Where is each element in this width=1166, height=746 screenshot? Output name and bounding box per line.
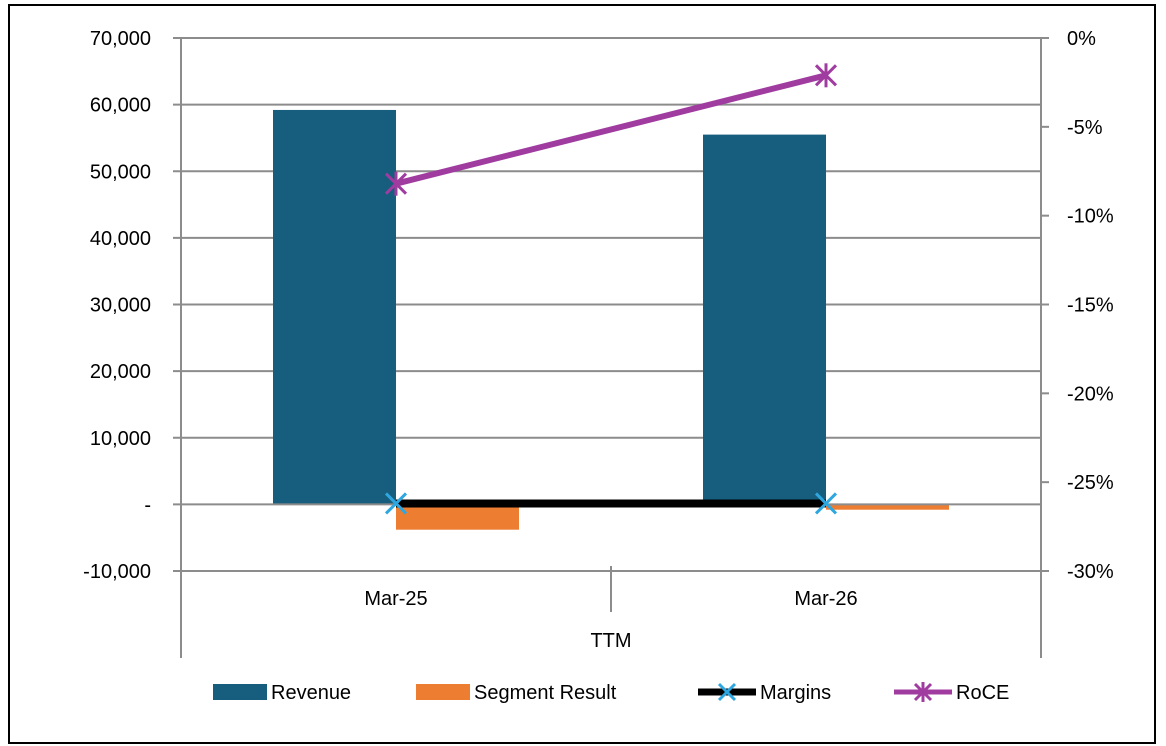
bar-revenue <box>273 109 396 505</box>
y-left-tick-label: 20,000 <box>90 361 151 383</box>
y-left-tick-label: 50,000 <box>90 161 151 183</box>
y-left-tick-label: - <box>144 494 151 516</box>
bar-revenue <box>703 134 826 505</box>
marker-roce <box>384 171 408 196</box>
marker-roce <box>814 63 838 88</box>
bar-segment-result <box>396 504 519 530</box>
axes-layer <box>173 37 1049 658</box>
y-right-tick-label: -30% <box>1067 561 1114 583</box>
legend-item-segment-result: Segment Result <box>416 682 617 704</box>
y-left-tick-label: 40,000 <box>90 228 151 250</box>
y-left-tick-label: -10,000 <box>83 561 151 583</box>
y-right-tick-label: -25% <box>1067 472 1114 494</box>
legend-marker <box>717 682 737 702</box>
legend-swatch <box>213 684 267 700</box>
chart-svg: -10,000-10,00020,00030,00040,00050,00060… <box>83 28 1114 704</box>
legend-label: Revenue <box>271 682 351 704</box>
lines-layer <box>384 63 838 515</box>
x-tick-label: Mar-25 <box>364 588 427 610</box>
legend-item-margins: Margins <box>698 682 831 704</box>
x-tick-label: Mar-26 <box>794 588 857 610</box>
chart-frame: -10,000-10,000 20,000 30,000 40,000 50,000 60… <box>8 4 1156 744</box>
y-right-tick-label: -10% <box>1067 206 1114 228</box>
x-group-label: TTM <box>590 630 631 652</box>
y-left-tick-label: 60,000 <box>90 95 151 117</box>
marker-stroke <box>814 492 838 515</box>
line-roce <box>395 72 827 187</box>
y-right-tick-label: -5% <box>1067 117 1103 139</box>
labels-layer: -10,000-10,00020,00030,00040,00050,00060… <box>83 28 1114 652</box>
y-left-tick-label: 30,000 <box>90 295 151 317</box>
legend-label: Margins <box>760 682 831 704</box>
marker-margins <box>814 492 838 515</box>
y-left-tick-label: 70,000 <box>90 28 151 50</box>
marker-margins <box>384 492 408 515</box>
legend-label: Segment Result <box>474 682 617 704</box>
bars-layer <box>273 109 949 530</box>
legend-label: RoCE <box>956 682 1009 704</box>
y-right-tick-label: 0% <box>1067 28 1096 50</box>
legend-swatch <box>416 684 470 700</box>
y-left-tick-label: 10,000 <box>90 428 151 450</box>
legend-layer: Revenue Segment Result Margins RoCE <box>213 682 1009 704</box>
legend-item-revenue: Revenue <box>213 682 351 704</box>
y-right-tick-label: -20% <box>1067 383 1114 405</box>
y-right-tick-label: -15% <box>1067 295 1114 317</box>
marker-stroke <box>384 492 408 515</box>
bar-segment-result <box>826 504 949 510</box>
legend-item-roce: RoCE <box>894 682 1009 704</box>
